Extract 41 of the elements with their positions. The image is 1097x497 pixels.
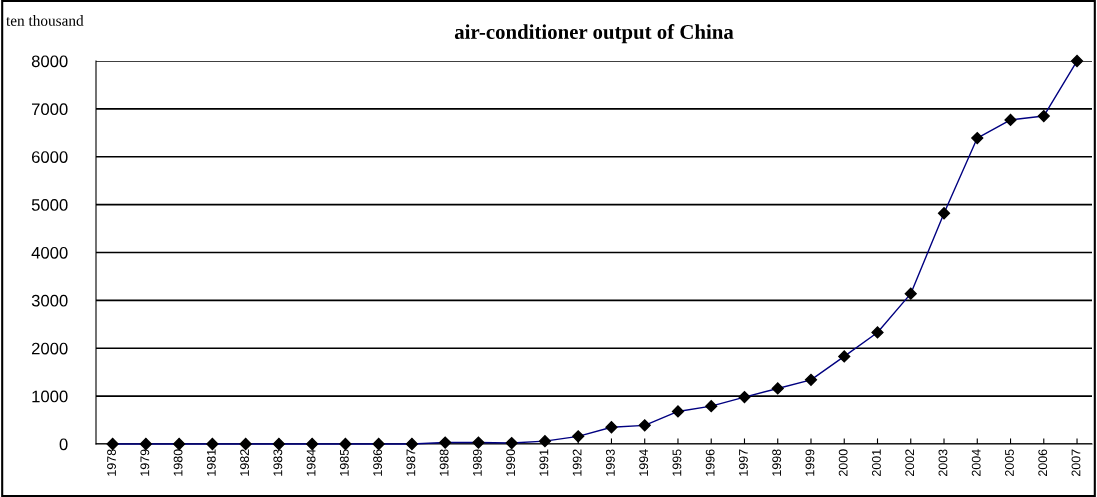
y-tick-label: 0 bbox=[59, 438, 68, 451]
x-tick-label: 2003 bbox=[938, 449, 948, 477]
x-tick-label: 2004 bbox=[971, 449, 981, 477]
x-tick-label: 1993 bbox=[605, 449, 615, 476]
x-tick-label: 1994 bbox=[639, 449, 649, 476]
x-tick-label: 1991 bbox=[539, 449, 549, 476]
x-tick-label: 1992 bbox=[572, 449, 582, 476]
x-tick-label: 1999 bbox=[805, 449, 815, 476]
x-tick-label: 1981 bbox=[206, 449, 216, 476]
y-tick-label: 8000 bbox=[31, 55, 68, 68]
x-tick-label: 1980 bbox=[173, 449, 183, 476]
x-tick-label: 1982 bbox=[240, 449, 249, 476]
x-tick-label: 1985 bbox=[339, 449, 349, 476]
x-tick-label: 1988 bbox=[439, 449, 449, 476]
x-tick-label: 2000 bbox=[838, 449, 848, 477]
y-tick-label: 7000 bbox=[32, 103, 68, 116]
x-tick-label: 2002 bbox=[905, 449, 915, 477]
x-tick-label: 1990 bbox=[506, 449, 516, 476]
y-tick-label: 6000 bbox=[32, 151, 68, 163]
x-tick-label: 1987 bbox=[406, 449, 416, 476]
y-tick-label: 3000 bbox=[31, 294, 68, 307]
x-tick-label: 1997 bbox=[738, 449, 748, 476]
x-tick-label: 1998 bbox=[772, 449, 782, 476]
x-tick-label: 1978 bbox=[107, 449, 116, 476]
y-tick-label: 2000 bbox=[31, 342, 68, 355]
x-tick-label: 2001 bbox=[872, 449, 881, 477]
x-tick-label: 1996 bbox=[705, 449, 715, 476]
x-tick-label: 2007 bbox=[1071, 449, 1081, 477]
y-axis-title: ten thousand bbox=[6, 15, 84, 26]
chart-title: air-conditioner output of China bbox=[454, 24, 734, 44]
x-tick-label: 1986 bbox=[373, 449, 383, 476]
x-tick-label: 1983 bbox=[273, 449, 283, 476]
y-tick-label: 5000 bbox=[31, 199, 68, 211]
y-tick-label: 4000 bbox=[31, 246, 68, 259]
x-tick-label: 2006 bbox=[1038, 449, 1048, 477]
x-tick-label: 1984 bbox=[306, 449, 316, 476]
x-tick-label: 2005 bbox=[1005, 449, 1014, 477]
x-tick-label: 1979 bbox=[140, 449, 150, 476]
x-tick-label: 1989 bbox=[472, 449, 482, 476]
y-tick-label: 1000 bbox=[32, 390, 68, 403]
x-tick-label: 1995 bbox=[672, 449, 682, 476]
